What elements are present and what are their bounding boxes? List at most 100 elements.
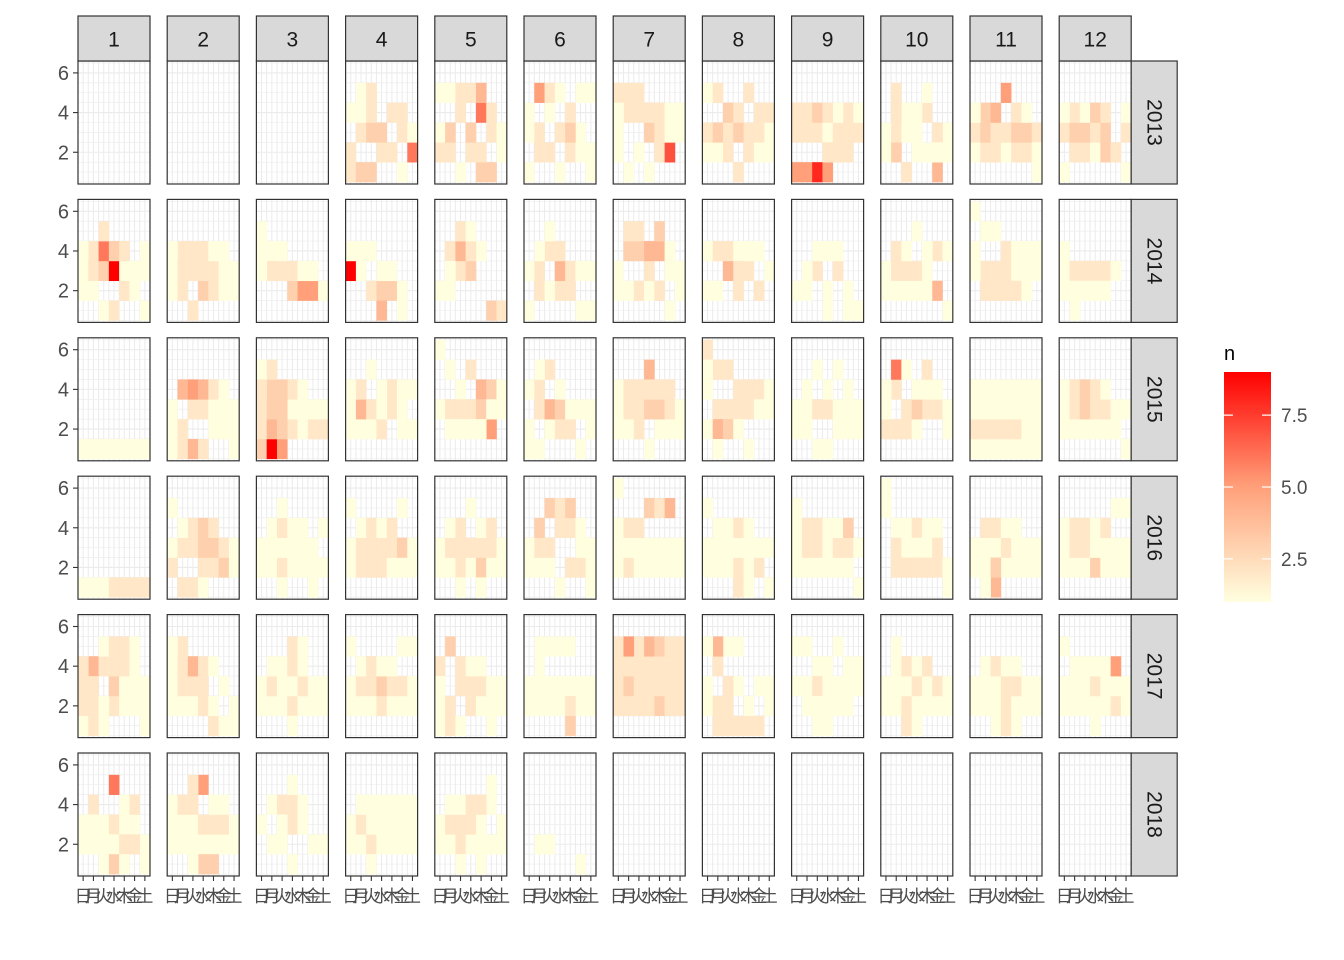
heatmap-cell bbox=[801, 636, 813, 657]
heatmap-cell bbox=[198, 774, 209, 795]
heatmap-cell bbox=[970, 201, 981, 222]
panel-border bbox=[523, 613, 597, 739]
legend-tick-label: 2.5 bbox=[1281, 550, 1307, 571]
heatmap-cell bbox=[712, 241, 724, 262]
heatmap-cell bbox=[208, 695, 219, 717]
heatmap-cell bbox=[554, 280, 566, 301]
heatmap-cell bbox=[585, 537, 597, 558]
heatmap-cell bbox=[98, 814, 110, 835]
heatmap-cell bbox=[880, 695, 892, 717]
x-tick-label: 木 bbox=[116, 887, 133, 906]
heatmap-cell bbox=[475, 854, 487, 875]
heatmap-cell bbox=[1090, 715, 1101, 736]
heatmap-cell bbox=[1110, 695, 1122, 717]
heatmap-cell bbox=[108, 814, 120, 835]
heatmap-cell bbox=[297, 537, 309, 558]
heatmap-cell bbox=[990, 379, 1002, 400]
heatmap-cell bbox=[256, 676, 267, 697]
heatmap-cell bbox=[822, 399, 834, 420]
strip-background bbox=[434, 15, 508, 62]
heatmap-cell bbox=[534, 656, 545, 677]
x-tick-label: 土 bbox=[761, 887, 778, 906]
x-tick-label: 月 bbox=[709, 887, 726, 906]
strip-label: 9 bbox=[822, 29, 834, 52]
heatmap-cell bbox=[276, 834, 288, 855]
strip-label: 7 bbox=[643, 29, 655, 52]
heatmap-cell bbox=[218, 399, 230, 420]
heatmap-cell bbox=[407, 379, 418, 400]
heatmap-cell bbox=[119, 636, 130, 657]
panel-border bbox=[612, 475, 686, 600]
x-tick-label: 月 bbox=[1066, 887, 1083, 906]
heatmap-cell bbox=[1031, 438, 1043, 460]
heatmap-cell bbox=[702, 241, 713, 262]
heatmap-cell bbox=[307, 834, 319, 855]
heatmap-cell bbox=[139, 577, 151, 598]
heatmap-cell bbox=[177, 834, 189, 855]
heatmap-cell bbox=[942, 695, 954, 717]
heatmap-cell bbox=[565, 517, 576, 538]
facet-panel bbox=[255, 61, 329, 184]
strip-month: 5 bbox=[434, 15, 508, 62]
heatmap-cell bbox=[266, 379, 278, 400]
heatmap-cell bbox=[98, 438, 110, 460]
panel-border bbox=[880, 198, 954, 323]
heatmap-cell bbox=[1031, 399, 1043, 420]
heatmap-cell bbox=[139, 695, 151, 717]
x-tick-label: 月 bbox=[353, 887, 370, 906]
heatmap-cell bbox=[287, 517, 298, 538]
heatmap-cell bbox=[376, 794, 388, 815]
heatmap-cell bbox=[712, 537, 724, 558]
y-tick-label: 6 bbox=[58, 201, 69, 223]
heatmap-cell bbox=[345, 537, 357, 558]
heatmap-cell bbox=[486, 399, 497, 420]
heatmap-cell bbox=[434, 676, 446, 697]
heatmap-cell bbox=[177, 814, 189, 835]
heatmap-cell bbox=[623, 419, 635, 440]
panel-border bbox=[434, 198, 508, 323]
heatmap-cell bbox=[843, 300, 854, 321]
heatmap-cell bbox=[1011, 122, 1022, 143]
heatmap-cell bbox=[345, 636, 357, 657]
heatmap-cell bbox=[970, 399, 981, 420]
heatmap-cell bbox=[366, 695, 377, 717]
heatmap-cell bbox=[791, 280, 803, 301]
heatmap-cell bbox=[434, 814, 446, 835]
heatmap-cell bbox=[702, 142, 713, 163]
heatmap-cell bbox=[970, 102, 981, 123]
x-tick-label: 月 bbox=[531, 887, 548, 906]
heatmap-cell bbox=[524, 300, 535, 321]
heatmap-cell bbox=[970, 676, 981, 697]
heatmap-cell bbox=[434, 695, 446, 717]
x-tick-label: 水 bbox=[730, 887, 747, 906]
heatmap-cell bbox=[287, 715, 298, 736]
heatmap-cell bbox=[276, 399, 288, 420]
heatmap-cell bbox=[674, 260, 686, 282]
heatmap-cell bbox=[307, 695, 319, 717]
heatmap-cell bbox=[187, 695, 199, 717]
heatmap-cell bbox=[177, 794, 189, 815]
heatmap-cell bbox=[1090, 676, 1101, 697]
heatmap-cell bbox=[318, 419, 329, 440]
heatmap-cell bbox=[1021, 102, 1033, 123]
heatmap-cell bbox=[544, 537, 556, 558]
heatmap-cell bbox=[1000, 260, 1012, 282]
heatmap-cell bbox=[623, 280, 635, 301]
heatmap-cell bbox=[664, 636, 676, 657]
heatmap-cell bbox=[208, 419, 219, 440]
heatmap-cell bbox=[921, 359, 933, 380]
strip-label: 11 bbox=[995, 29, 1017, 52]
panel-border bbox=[790, 475, 865, 600]
heatmap-cell bbox=[276, 241, 288, 262]
heatmap-cell bbox=[712, 419, 724, 440]
x-tick-label: 金 bbox=[126, 887, 143, 906]
heatmap-cell bbox=[198, 517, 209, 538]
heatmap-cell bbox=[266, 656, 278, 677]
heatmap-cell bbox=[812, 359, 823, 380]
heatmap-cell bbox=[1000, 656, 1012, 677]
heatmap-cell bbox=[843, 676, 854, 697]
heatmap-cell bbox=[218, 537, 230, 558]
heatmap-cell bbox=[434, 339, 446, 360]
strip-background bbox=[1130, 198, 1178, 323]
heatmap-cell bbox=[1069, 142, 1081, 163]
